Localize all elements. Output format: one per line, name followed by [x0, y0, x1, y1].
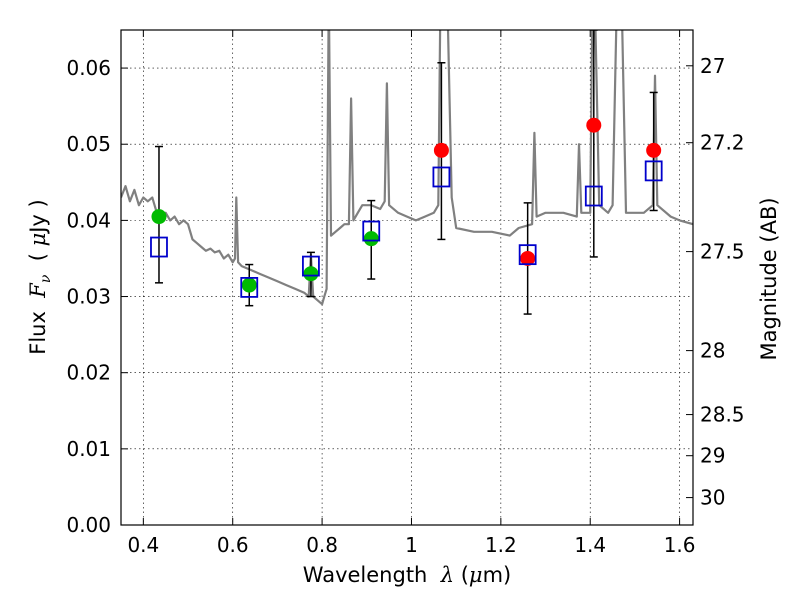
x-tick-label: 0.6 [217, 533, 249, 557]
model-flux-point [432, 166, 451, 188]
y-axis-label: Flux Fν ( μJy ) [26, 199, 54, 354]
y2-tick-label: 27.2 [700, 131, 745, 155]
model-flux-point [518, 244, 537, 266]
photometry-point [433, 142, 449, 158]
model-flux-point [150, 236, 168, 258]
model-flux-point [302, 255, 320, 277]
y2-tick-label: 28.5 [700, 403, 745, 427]
photometry-point [241, 277, 257, 293]
y2-axis-ticks: 27 27.2 27.5 28 28.5 29 30 [686, 54, 745, 510]
y2-tick-label: 29 [700, 444, 725, 468]
x-axis-ticks: 0.4 0.6 0.8 1 1.2 1.4 1.6 [127, 30, 696, 557]
y-tick-label: 0.06 [66, 56, 111, 80]
y2-tick-label: 28 [700, 339, 725, 363]
y-tick-label: 0.01 [66, 437, 111, 461]
model-flux-point [584, 185, 603, 207]
y2-axis-label: Magnitude (AB) [757, 197, 781, 360]
x-tick-label: 1 [405, 533, 418, 557]
y-axis-ticks: 0.00 0.01 0.02 0.03 0.04 0.05 0.06 [66, 56, 128, 537]
y2-tick-label: 27.5 [700, 240, 745, 264]
model-flux-point [362, 220, 381, 242]
photometry-point [303, 266, 319, 282]
y-tick-label: 0.02 [66, 361, 111, 385]
y-tick-label: 0.04 [66, 208, 111, 232]
photometry-point [151, 209, 167, 225]
photometry-point [520, 250, 536, 266]
x-tick-label: 0.4 [127, 533, 159, 557]
data-points [150, 117, 663, 298]
model-flux-point [644, 160, 663, 182]
y-tick-label: 0.05 [66, 132, 111, 156]
model-spectrum [121, 30, 693, 306]
photometry-point [646, 142, 662, 158]
y-tick-label: 0.03 [66, 285, 111, 309]
photometry-point [586, 117, 602, 133]
x-tick-label: 0.8 [306, 533, 338, 557]
y2-tick-label: 27 [700, 54, 725, 78]
error-bars [154, 30, 658, 315]
spectrum-line [121, 30, 693, 306]
x-tick-label: 1.6 [664, 533, 696, 557]
photometry-point [363, 231, 379, 247]
model-flux-point [240, 276, 259, 298]
x-tick-label: 1.4 [574, 533, 606, 557]
x-axis-label: Wavelength λ (μm) [303, 563, 511, 587]
plot-frame [120, 29, 694, 526]
y2-tick-label: 30 [700, 486, 725, 510]
grid [121, 30, 693, 526]
y-tick-label: 0.00 [66, 513, 111, 537]
x-tick-label: 1.2 [485, 533, 517, 557]
